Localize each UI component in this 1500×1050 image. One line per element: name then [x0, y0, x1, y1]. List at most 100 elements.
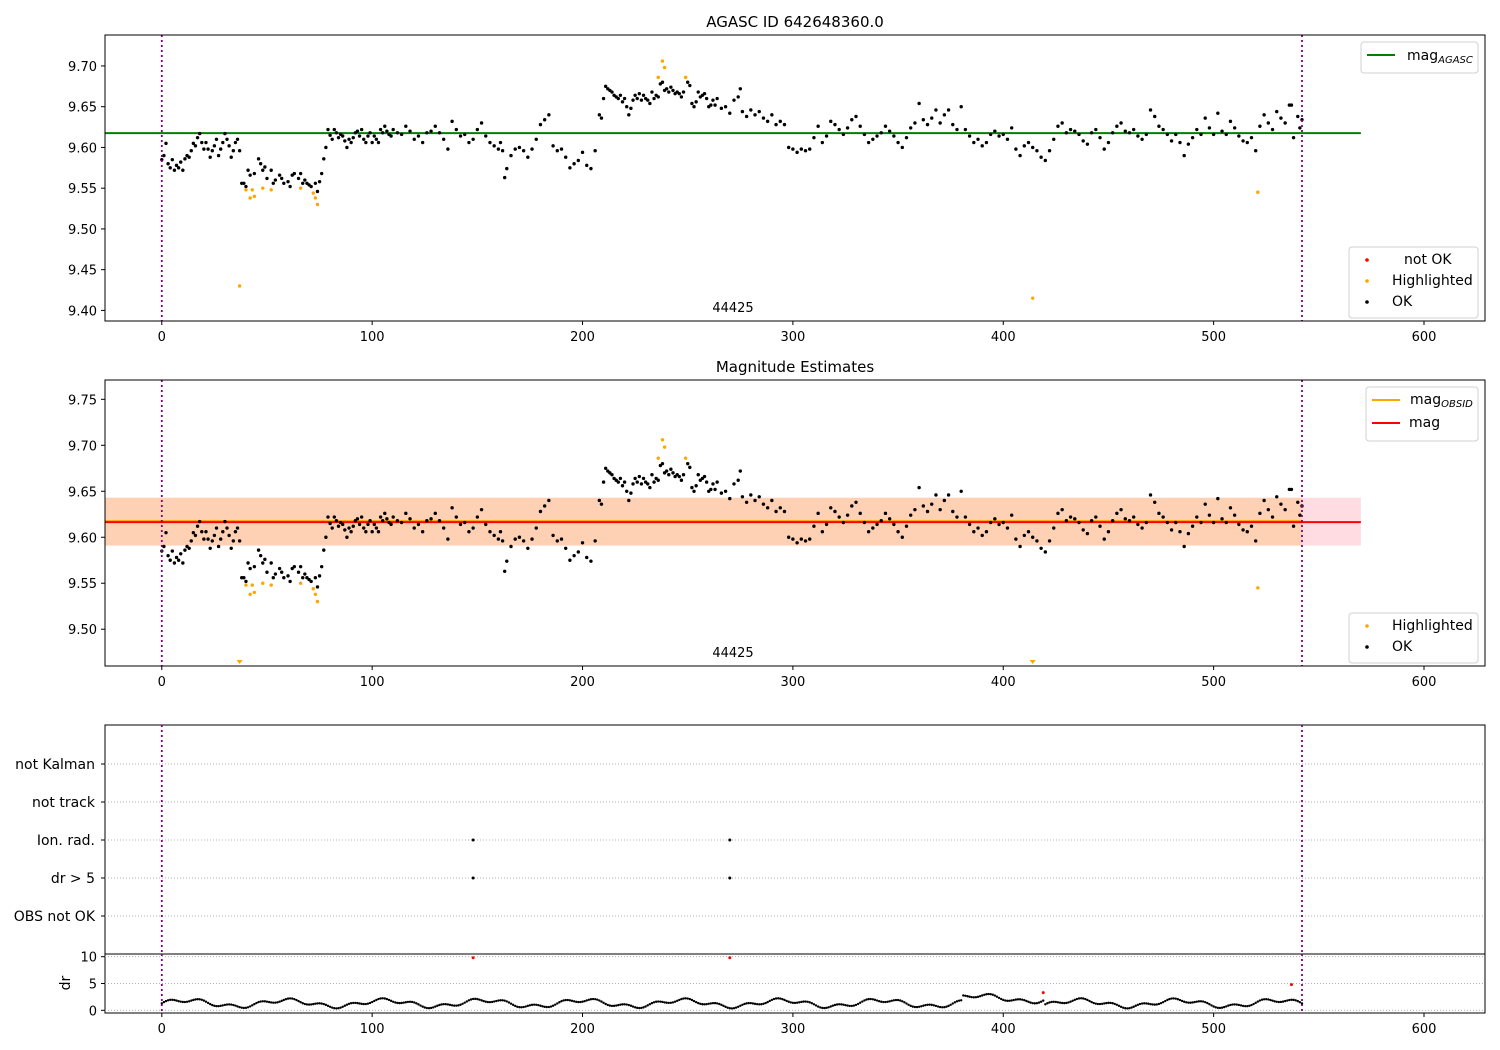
point-ok: [875, 134, 879, 138]
point-ok: [174, 555, 179, 560]
point-ok: [646, 98, 650, 102]
point-ok: [1085, 531, 1090, 536]
point-ok: [322, 548, 326, 552]
dr-point: [448, 1003, 452, 1007]
point-ok: [471, 526, 475, 530]
point-ok: [559, 537, 564, 541]
panel-magnitude-estimates: 0 100 200 300 400 500 600 9.50 9.55 9.60 9.65 9.70 9…: [68, 358, 1486, 690]
dr-point: [930, 1003, 933, 1007]
dr-point: [627, 1003, 631, 1007]
dr-point: [284, 997, 288, 1001]
dr-point: [1092, 1001, 1095, 1005]
point-ok: [256, 157, 261, 161]
point-ok: [660, 461, 665, 466]
point-ok: [242, 181, 246, 185]
dr-point: [572, 1000, 576, 1003]
point-ok: [425, 519, 429, 523]
dr-point: [751, 1002, 755, 1005]
point-ok: [597, 113, 602, 117]
dr-point: [888, 1000, 891, 1003]
point-ok: [782, 122, 787, 127]
point-ok: [1077, 132, 1081, 137]
point-ok: [753, 113, 757, 117]
point-ok: [622, 480, 627, 484]
dr-point: [339, 1006, 342, 1009]
point-ok: [664, 87, 669, 91]
dr-point: [999, 997, 1003, 1001]
point-ok: [1094, 515, 1098, 519]
dr-point: [566, 998, 570, 1002]
point-ok: [696, 90, 700, 94]
dr-point: [581, 1000, 584, 1003]
dr-point: [469, 998, 473, 1001]
dr-point: [875, 999, 879, 1002]
dr-point: [322, 1002, 325, 1006]
point-ok: [1291, 135, 1296, 140]
dr-point: [236, 1005, 239, 1008]
point-ok: [1119, 121, 1123, 125]
dr-point: [246, 1006, 250, 1009]
point-ok: [347, 137, 351, 141]
dr-point: [947, 1004, 950, 1008]
point-ok: [601, 480, 606, 484]
dr-point: [404, 1001, 408, 1004]
dr-point: [684, 997, 687, 1000]
legend2-label-ok: OK: [1392, 639, 1413, 655]
dr-point: [415, 1002, 418, 1005]
dr-point: [375, 998, 378, 1002]
dr-point: [377, 997, 380, 1001]
point-ok: [505, 559, 509, 563]
dr-point: [995, 995, 999, 998]
dr-point: [1077, 997, 1081, 1000]
point-ok: [265, 570, 269, 574]
point-ok: [372, 134, 376, 138]
dr-point: [175, 999, 178, 1002]
dr-point: [211, 1003, 214, 1007]
dr-point: [1054, 1000, 1058, 1004]
dr-point: [185, 1000, 189, 1003]
point-ok: [252, 564, 257, 569]
dr-point: [505, 1000, 508, 1003]
point-ok: [1161, 515, 1165, 519]
y-tick-label: 9.50: [68, 223, 97, 238]
point-ok: [1026, 140, 1031, 145]
dr-point: [204, 1000, 208, 1003]
point-ok: [1228, 119, 1233, 124]
point-ok: [593, 149, 597, 153]
point-ok: [502, 175, 507, 180]
legend-box-points: [1348, 246, 1479, 319]
point-ok: [629, 106, 633, 111]
point-ok: [292, 171, 297, 176]
dr-point: [739, 1004, 742, 1007]
point-ok: [288, 184, 292, 189]
dr-point: [621, 1003, 624, 1006]
dr-point: [867, 997, 870, 1001]
legend2-label-mag-obsid-main: mag: [1410, 392, 1441, 408]
point-ok: [572, 553, 576, 558]
dr-point: [737, 1005, 740, 1008]
dr-point: [160, 1002, 163, 1005]
point-ok: [568, 166, 572, 170]
point-ok: [980, 533, 984, 538]
point-ok: [244, 579, 248, 584]
point-ok: [223, 519, 227, 524]
x-tick-label: 500: [1201, 1022, 1226, 1037]
dr-point: [516, 1005, 519, 1008]
point-ok: [179, 160, 183, 164]
point-ok: [208, 155, 212, 159]
point-ok: [517, 535, 522, 539]
point-ok: [1014, 537, 1018, 541]
point-ok: [1005, 526, 1010, 530]
dr-point: [1147, 1002, 1150, 1005]
point-ok: [1224, 132, 1228, 137]
point-ok: [997, 522, 1001, 527]
dr-point: [1048, 1001, 1051, 1004]
dr-point: [823, 1006, 826, 1010]
point-ok: [341, 522, 345, 527]
point-ok: [458, 134, 463, 138]
dr-point: [385, 997, 389, 1001]
point-ok: [233, 530, 238, 534]
point-ok: [231, 149, 236, 153]
point-ok: [921, 118, 926, 122]
x-tick-label: 400: [991, 330, 1016, 345]
